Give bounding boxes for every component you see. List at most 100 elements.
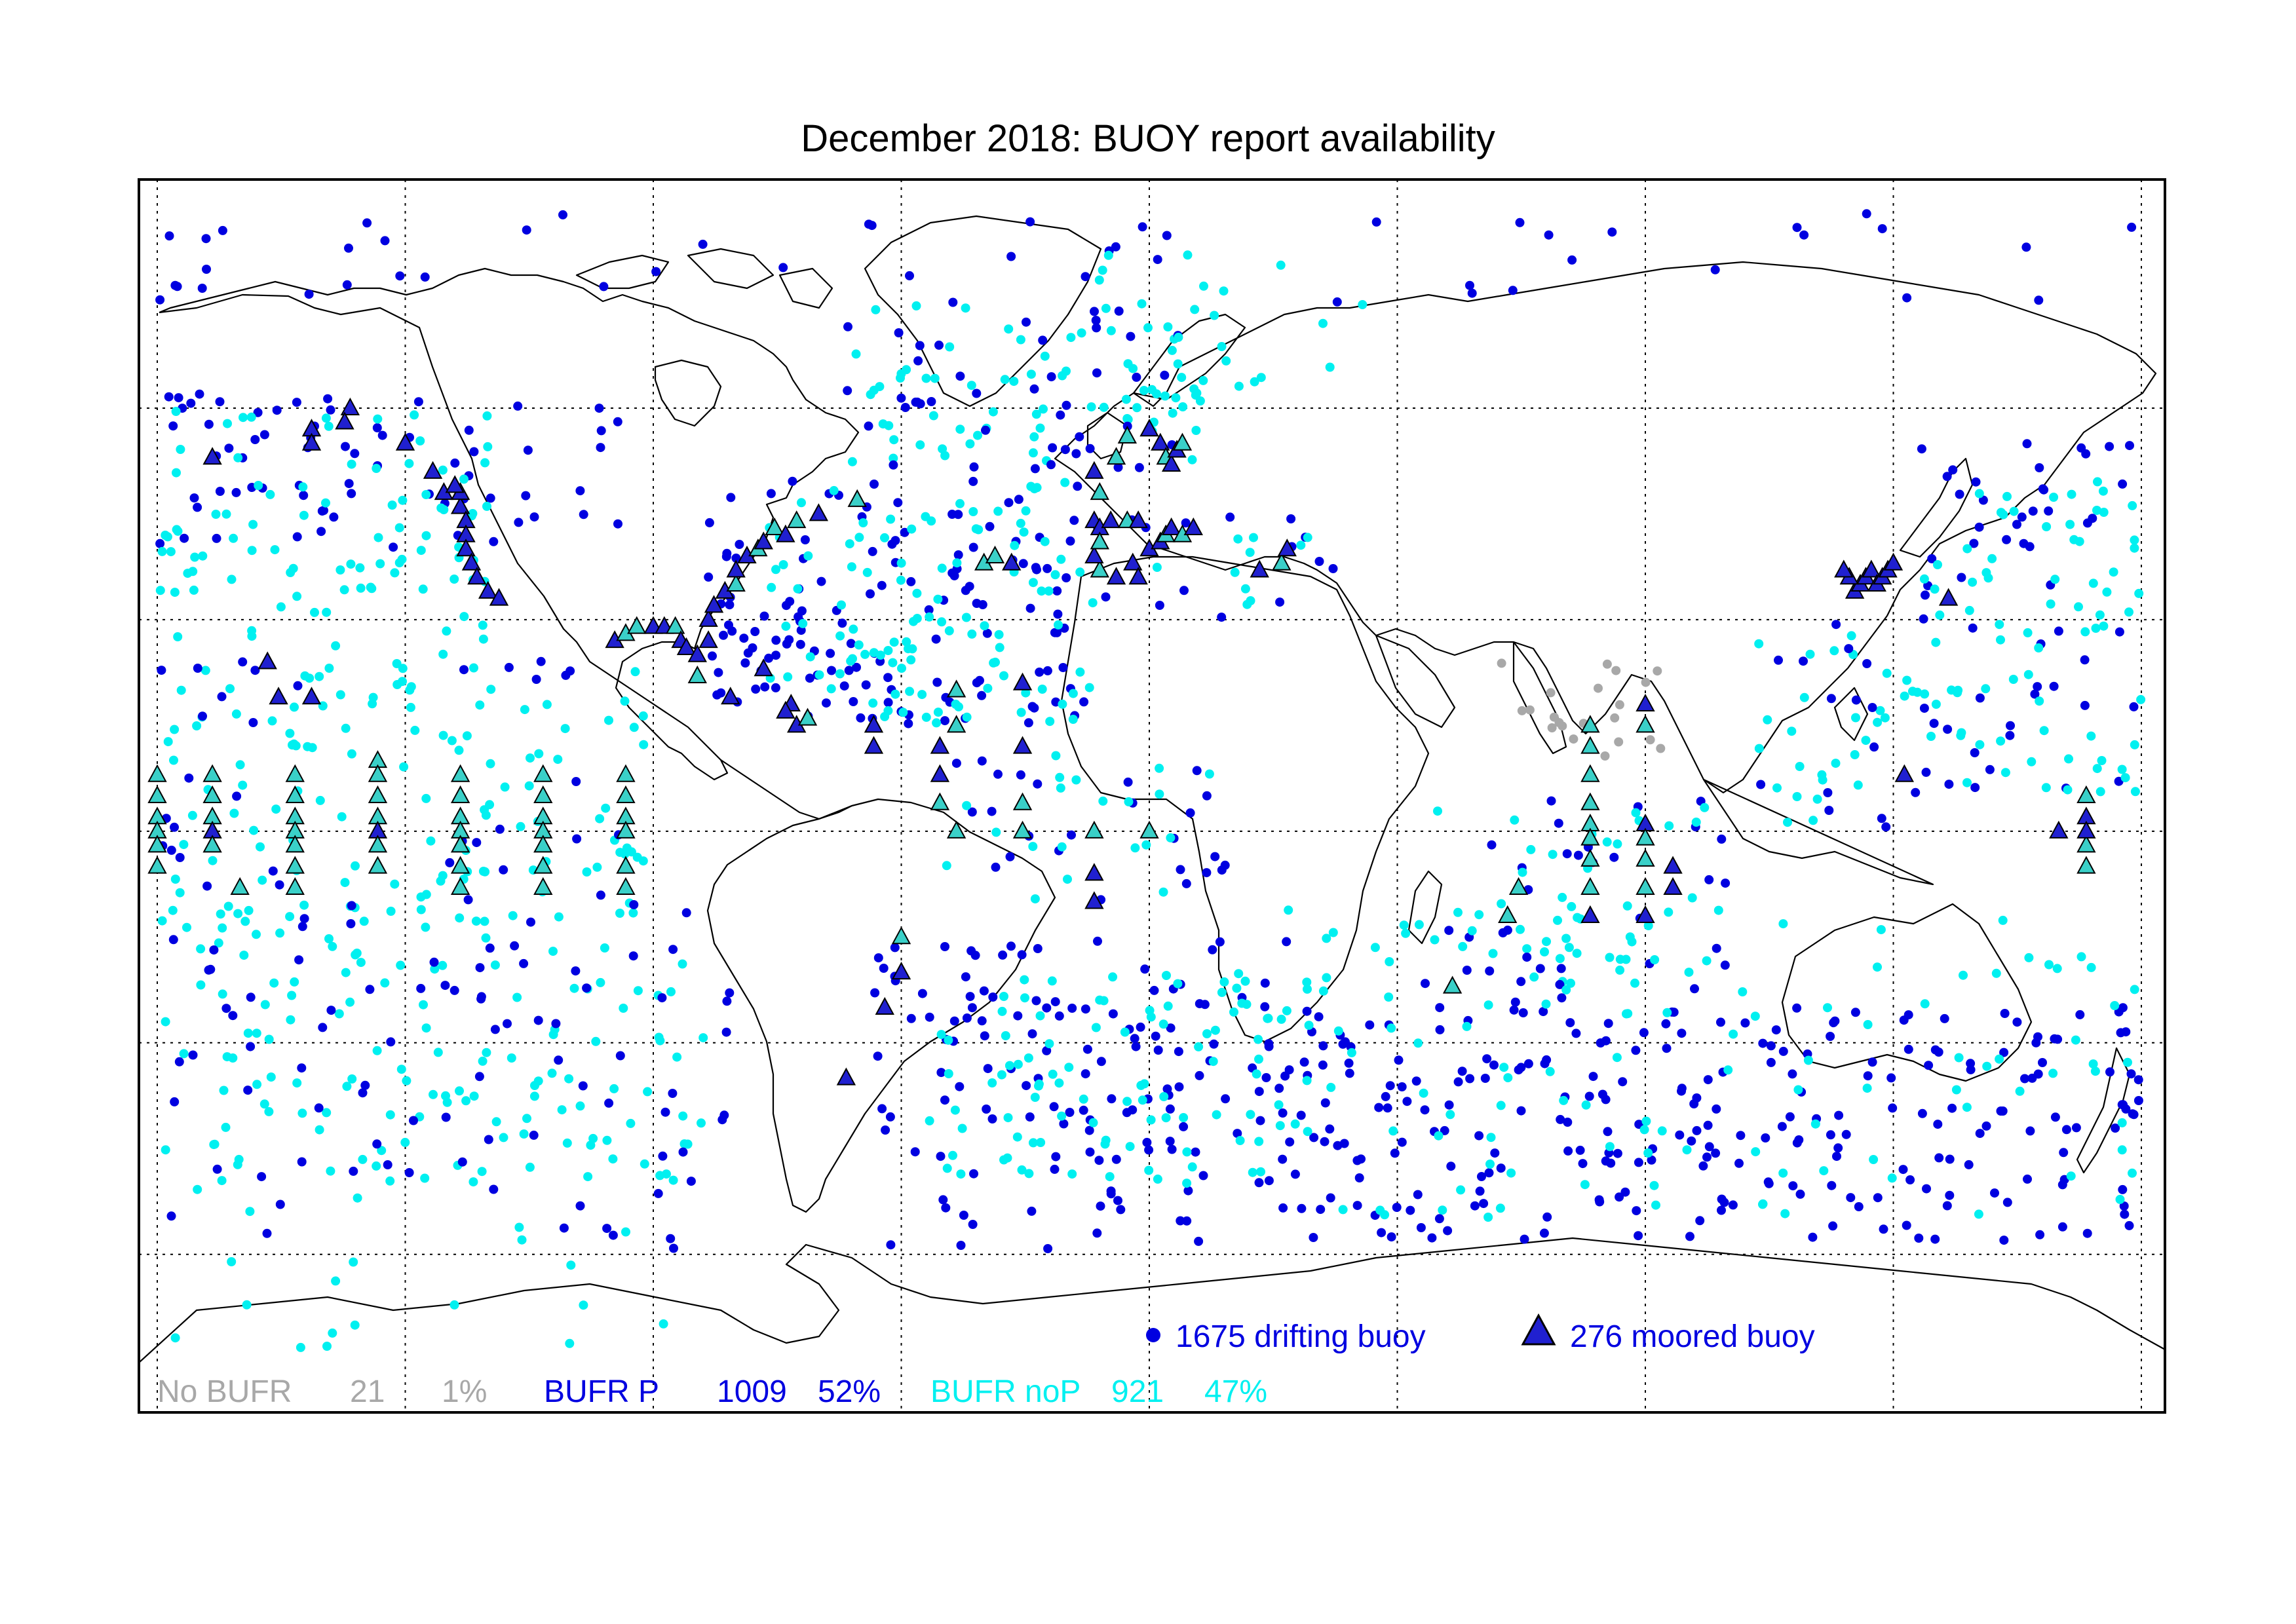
drifting-buoy-point <box>299 900 309 910</box>
drifting-buoy-point <box>297 1157 307 1167</box>
drifting-buoy-point <box>482 501 491 511</box>
drifting-buoy-point <box>221 1004 231 1013</box>
moored-buoy-marker <box>946 715 966 733</box>
drifting-buoy-point <box>356 958 366 968</box>
drifting-buoy-point <box>993 506 1003 516</box>
drifting-buoy-point <box>524 781 534 791</box>
drifting-buoy-point <box>860 649 870 659</box>
drifting-buoy-point <box>218 225 227 235</box>
drifting-buoy-point <box>956 1169 966 1179</box>
drifting-buoy-point <box>1210 852 1220 861</box>
drifting-buoy-point <box>867 221 877 231</box>
drifting-buoy-point <box>326 1006 336 1015</box>
drifting-buoy-point <box>480 458 490 468</box>
drifting-buoy-point <box>1027 1206 1037 1216</box>
drifting-buoy-point <box>1445 1110 1455 1120</box>
drifting-buoy-point <box>385 1176 395 1186</box>
drifting-buoy-point <box>1650 955 1660 964</box>
drifting-buoy-point <box>1049 1102 1059 1112</box>
drifting-buoy-point <box>196 980 206 990</box>
drifting-buoy-point <box>1414 920 1424 930</box>
drifting-buoy-point <box>1736 1131 1746 1141</box>
drifting-buoy-point <box>217 692 227 702</box>
drifting-buoy-point <box>1951 1085 1961 1095</box>
drifting-buoy-point <box>1004 498 1014 508</box>
drifting-buoy-point <box>1314 557 1324 566</box>
map-title: December 2018: BUOY report availability <box>801 117 1495 160</box>
drifting-buoy-point <box>1981 568 1991 578</box>
drifting-buoy-point <box>2109 567 2118 577</box>
drifting-buoy-point <box>1260 978 1270 988</box>
drifting-buoy-point <box>698 1033 708 1043</box>
drifting-buoy-point <box>1562 849 1572 859</box>
drifting-buoy-point <box>176 445 185 454</box>
drifting-buoy-point <box>1888 1103 1898 1113</box>
drifting-buoy-point <box>1050 997 1060 1007</box>
moored-buoy-marker <box>776 700 795 719</box>
moored-buoy-marker <box>533 785 553 803</box>
drifting-buoy-point <box>450 1300 459 1310</box>
drifting-buoy-point <box>421 531 431 540</box>
drifting-buoy-point <box>1302 977 1312 987</box>
drifting-buoy-point <box>344 243 353 253</box>
drifting-buoy-point <box>1062 366 1071 376</box>
drifting-buoy-point <box>2049 681 2059 691</box>
drifting-buoy-point <box>1974 1209 1983 1219</box>
drifting-buoy-point <box>1810 1119 1820 1129</box>
drifting-buoy-point <box>275 928 285 938</box>
drifting-buoy-point <box>805 652 815 662</box>
drifting-buoy-point <box>316 527 326 537</box>
drifting-buoy-point <box>619 1004 628 1013</box>
drifting-buoy-point <box>771 651 781 660</box>
drifting-buoy-point <box>166 1211 176 1221</box>
moored-buoy-marker <box>1862 559 1881 578</box>
drifting-buoy-point <box>399 762 409 772</box>
drifting-buoy-point <box>797 498 806 508</box>
drifting-buoy-point <box>1596 1038 1605 1048</box>
drifting-buoy-point <box>155 586 165 595</box>
moored-buoy-marker <box>1117 425 1138 444</box>
drifting-buoy-point <box>1208 1057 1218 1067</box>
drifting-buoy-point <box>1256 373 1266 383</box>
drifting-buoy-point <box>2006 721 2015 730</box>
drifting-buoy-point <box>1547 723 1557 732</box>
drifting-buoy-point <box>879 964 889 973</box>
drifting-buoy-point <box>198 711 207 721</box>
drifting-buoy-point <box>1063 875 1072 884</box>
drifting-buoy-point <box>1138 222 1147 232</box>
drifting-buoy-point <box>486 759 495 768</box>
drifting-buoy-point <box>480 916 489 926</box>
drifting-buoy-point <box>491 1117 501 1127</box>
drifting-buoy-point <box>1105 1172 1115 1182</box>
drifting-buoy-point <box>2117 765 2127 774</box>
drifting-buoy-point <box>896 575 906 585</box>
drifting-buoy-point <box>1482 1054 1492 1064</box>
drifting-buoy-point <box>238 657 248 667</box>
drifting-buoy-point <box>1174 1082 1184 1092</box>
drifting-buoy-point <box>1584 1091 1594 1101</box>
drifting-buoy-point <box>1499 1063 1509 1072</box>
drifting-buoy-point <box>486 493 495 503</box>
drifting-buoy-point <box>837 600 846 610</box>
drifting-buoy-point <box>930 373 940 383</box>
drifting-buoy-point <box>1824 806 1834 815</box>
moored-buoy-marker <box>616 820 636 839</box>
drifting-buoy-point <box>1661 1019 1671 1029</box>
drifting-buoy-point <box>232 791 242 801</box>
drifting-buoy-point <box>871 305 881 314</box>
drifting-buoy-point <box>475 700 485 710</box>
drifting-buoy-point <box>2044 960 2054 970</box>
drifting-buoy-point <box>2054 626 2063 636</box>
drifting-buoy-point <box>1723 1065 1733 1075</box>
drifting-buoy-point <box>1522 953 1532 962</box>
drifting-buoy-point <box>201 234 211 244</box>
drifting-buoy-point <box>322 1342 332 1351</box>
drifting-buoy-point <box>1588 1072 1598 1082</box>
drifting-buoy-point <box>217 1176 227 1186</box>
moored-buoy-marker <box>864 736 884 754</box>
drifting-buoy-point <box>265 489 275 499</box>
drifting-buoy-point <box>1662 1008 1672 1017</box>
drifting-buoy-point <box>1326 1193 1335 1203</box>
drifting-buoy-point <box>2088 578 2098 588</box>
drifting-buoy-point <box>482 1048 491 1057</box>
